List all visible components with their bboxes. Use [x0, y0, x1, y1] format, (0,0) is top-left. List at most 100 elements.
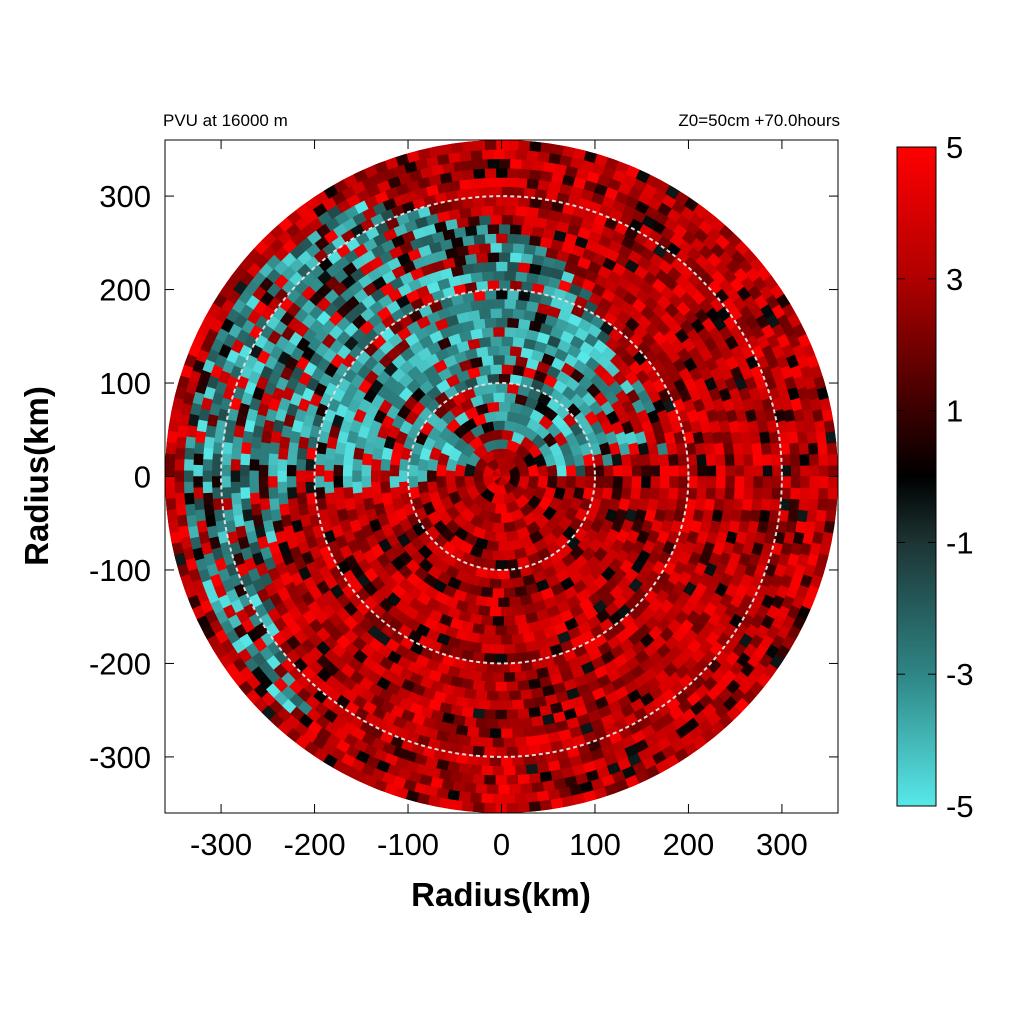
- heat-cell: [511, 605, 525, 617]
- heat-cell: [248, 481, 260, 494]
- heat-cell: [772, 464, 783, 477]
- heat-cell: [620, 486, 633, 500]
- heat-cell: [231, 503, 243, 517]
- heat-cell: [287, 441, 299, 455]
- heat-cell: [351, 470, 362, 483]
- heat-cell: [333, 487, 345, 500]
- heat-cell: [165, 487, 176, 500]
- heat-cell: [176, 514, 188, 528]
- heat-cell: [697, 476, 708, 489]
- heat-cell: [464, 159, 477, 171]
- heat-cell: [799, 453, 811, 466]
- heat-cell: [492, 354, 505, 365]
- heat-cell: [203, 436, 215, 450]
- heat-cell: [512, 214, 525, 226]
- heat-cell: [668, 453, 680, 466]
- heat-cell: [486, 596, 500, 608]
- heat-cell: [461, 140, 475, 152]
- heat-cell: [183, 447, 195, 461]
- heat-cell: [250, 503, 262, 517]
- heat-cell: [826, 498, 838, 511]
- heat-cell: [724, 453, 736, 466]
- heat-cell: [520, 717, 534, 729]
- heat-cell: [323, 470, 334, 483]
- heat-cell: [501, 364, 514, 375]
- heat-cell: [514, 271, 528, 283]
- heat-cell: [167, 419, 180, 433]
- heat-cell: [323, 481, 335, 495]
- heat-cell: [495, 681, 508, 692]
- heat-cell: [486, 279, 500, 291]
- heat-cell: [528, 140, 542, 152]
- heat-cell: [194, 509, 206, 523]
- heat-cell: [501, 606, 514, 618]
- heat-cell: [506, 233, 519, 244]
- heat-cell: [512, 242, 525, 254]
- heat-cell: [506, 681, 519, 692]
- heat-cell: [489, 335, 502, 347]
- heat-cell: [480, 354, 494, 367]
- heat-cell: [174, 447, 186, 461]
- heat-cell: [517, 233, 531, 245]
- heat-cell: [481, 671, 494, 683]
- heat-cell: [486, 251, 500, 263]
- heat-cell: [230, 492, 242, 506]
- heat-cell: [687, 464, 699, 477]
- heat-cell: [469, 177, 483, 189]
- heat-cell: [484, 774, 497, 786]
- heat-cell: [495, 625, 508, 636]
- heat-cell: [486, 718, 500, 730]
- x-tick-label: -300: [190, 827, 252, 862]
- heat-cell: [713, 441, 725, 455]
- heat-cell: [469, 271, 483, 283]
- heat-cell: [723, 498, 735, 512]
- y-tick-label: -100: [89, 553, 151, 588]
- heat-cell: [489, 606, 502, 618]
- heat-cell: [389, 464, 400, 477]
- heat-cell: [435, 476, 447, 489]
- heat-cell: [823, 520, 836, 534]
- heat-cell: [466, 243, 480, 255]
- heat-cell: [183, 470, 194, 483]
- heat-cell: [249, 492, 261, 506]
- heat-cell: [495, 261, 508, 272]
- heat-cell: [565, 464, 577, 477]
- heat-cell: [650, 464, 661, 477]
- heat-cell: [658, 453, 670, 466]
- heat-cell: [495, 233, 508, 244]
- heat-cell: [478, 242, 491, 254]
- heat-cell: [202, 447, 214, 461]
- heat-cell: [370, 458, 382, 472]
- heat-cell: [472, 708, 486, 720]
- heat-cell: [800, 464, 811, 477]
- heat-cell: [258, 464, 269, 477]
- heat-cell: [486, 223, 500, 235]
- heat-cell: [495, 289, 508, 300]
- heat-cell: [492, 793, 505, 804]
- heat-cell: [472, 196, 486, 208]
- heat-cell: [506, 261, 519, 272]
- heat-cell: [276, 470, 287, 483]
- heat-cell: [472, 261, 486, 274]
- heat-cell: [230, 470, 241, 483]
- heat-cell: [286, 476, 297, 489]
- colorbar-tick-label: 1: [946, 394, 963, 429]
- heat-cell: [498, 719, 511, 730]
- heat-cell: [174, 459, 185, 472]
- heat-cell: [192, 464, 203, 477]
- heat-cell: [523, 726, 536, 738]
- heat-cell: [379, 458, 391, 472]
- heat-cell: [509, 158, 522, 169]
- heat-cell: [469, 736, 483, 748]
- heat-cell: [483, 624, 497, 636]
- heat-cell: [324, 447, 336, 461]
- heat-cell: [454, 464, 466, 477]
- heat-cell: [790, 487, 801, 500]
- heat-cell: [525, 178, 539, 190]
- heat-cell: [799, 487, 811, 500]
- heat-cell: [725, 464, 736, 477]
- heat-cell: [659, 464, 671, 477]
- heat-cell: [445, 470, 456, 483]
- heat-cell: [495, 709, 508, 720]
- heat-cell: [489, 512, 502, 524]
